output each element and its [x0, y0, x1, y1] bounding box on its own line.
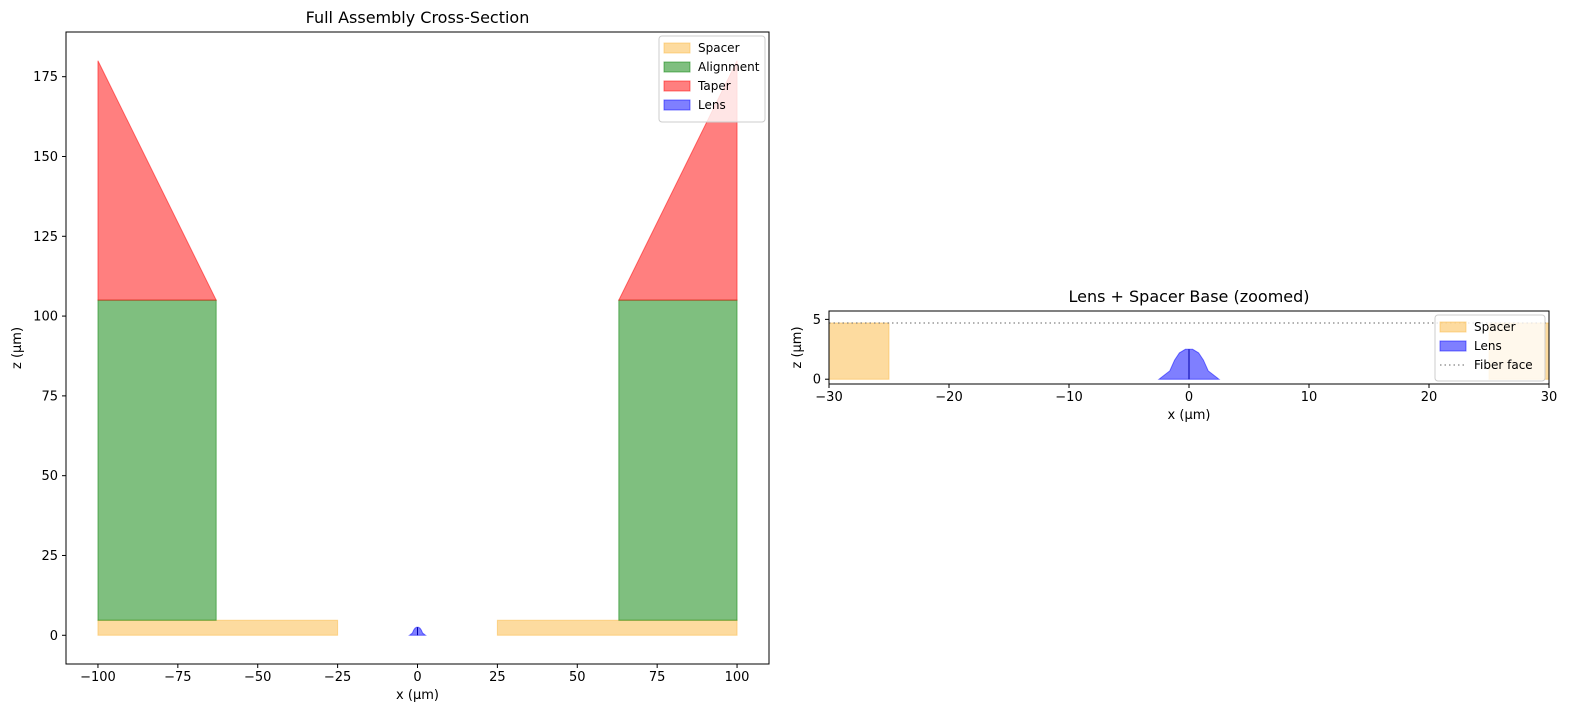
y-tick-label: 5: [813, 313, 821, 328]
x-tick-label: 0: [1185, 390, 1193, 405]
chart-title: Full Assembly Cross-Section: [306, 8, 530, 27]
legend-label-taper: Taper: [697, 79, 731, 93]
legend-swatch-lens: [1439, 340, 1467, 352]
legend-label-lens: Lens: [1474, 339, 1502, 353]
y-tick-label: 0: [813, 373, 821, 388]
x-tick-label: −20: [935, 390, 962, 405]
spacer-region-1: [97, 619, 339, 636]
x-tick-label: −10: [1055, 390, 1082, 405]
y-tick-label: 75: [41, 389, 58, 404]
y-tick-label: 175: [33, 70, 58, 85]
legend: Spacer Alignment Taper Lens: [658, 35, 766, 123]
x-tick-label: 30: [1541, 390, 1558, 405]
x-tick-label: −75: [164, 670, 191, 685]
taper-region-1: [97, 60, 217, 301]
x-axis-label: x (µm): [396, 688, 439, 703]
x-axis-label: x (µm): [1168, 408, 1211, 423]
x-tick-label: −100: [80, 670, 116, 685]
spacer-region-2: [496, 619, 738, 636]
alignment-region-2: [618, 299, 738, 621]
y-tick-label: 100: [33, 310, 58, 325]
spacer-region-1: [829, 322, 890, 380]
chart-1: −100 −75 −50 −25 0 25 50 75 100 0 25 50 75 100 125 150 1…: [10, 8, 770, 703]
y-tick-label: 150: [33, 150, 58, 165]
x-tick-label: −50: [244, 670, 271, 685]
legend-label-spacer: Spacer: [698, 41, 740, 55]
plot-area: [97, 60, 738, 636]
legend-swatch-alignment: [663, 61, 691, 73]
alignment-region-1: [97, 299, 217, 621]
y-tick-label: 0: [50, 629, 58, 644]
x-tick-label: 75: [649, 670, 666, 685]
y-tick-label: 125: [33, 230, 58, 245]
y-axis-label: z (µm): [10, 327, 25, 369]
y-tick-label: 25: [41, 549, 58, 564]
x-tick-label: 50: [569, 670, 586, 685]
legend: Spacer Lens Fiber face: [1434, 314, 1546, 382]
legend-swatch-taper: [663, 80, 691, 92]
legend-swatch-spacer: [1439, 321, 1467, 333]
legend-label-spacer: Spacer: [1474, 320, 1516, 334]
y-axis-label: z (µm): [790, 326, 805, 368]
x-tick-label: −25: [324, 670, 351, 685]
chart-title: Lens + Spacer Base (zoomed): [1068, 287, 1309, 306]
x-tick-label: −30: [815, 390, 842, 405]
x-tick-label: 20: [1421, 390, 1438, 405]
x-tick-label: 0: [413, 670, 421, 685]
x-tick-label: 100: [725, 670, 750, 685]
x-tick-label: 10: [1301, 390, 1318, 405]
legend-label-fiber-face: Fiber face: [1474, 358, 1533, 372]
x-tick-label: 25: [489, 670, 506, 685]
legend-label-lens: Lens: [698, 98, 726, 112]
legend-swatch-lens: [663, 99, 691, 111]
y-tick-label: 50: [41, 469, 58, 484]
legend-label-alignment: Alignment: [698, 60, 760, 74]
chart-2: −30 −20 −10 0 10 20 30 0 5 Lens + Spacer Base (zo…: [790, 287, 1557, 423]
legend-swatch-spacer: [663, 42, 691, 54]
